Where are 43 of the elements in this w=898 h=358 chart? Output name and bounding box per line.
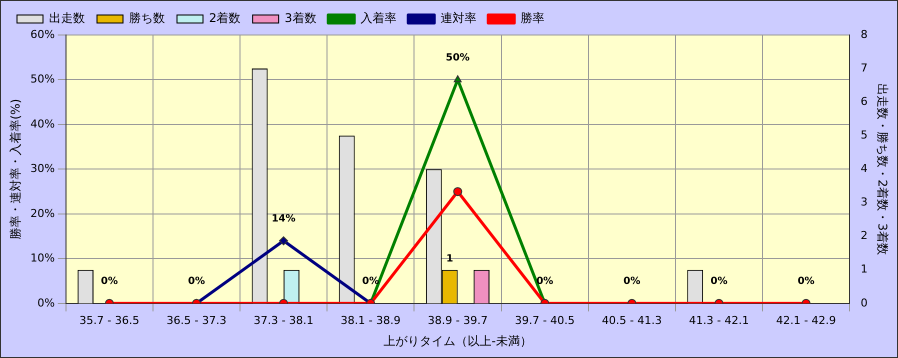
data-label: 0% (798, 276, 815, 287)
x-tick-label: 35.7 - 36.5 (79, 314, 140, 327)
x-tick-label: 38.9 - 39.7 (428, 314, 488, 327)
y2-tick-label: 3 (860, 196, 868, 209)
y-tick-label: 10% (30, 252, 55, 265)
x-tick-label: 42.1 - 42.9 (776, 314, 836, 327)
x-tick-label: 41.3 - 42.1 (689, 314, 749, 327)
legend-label: 連対率 (440, 11, 476, 26)
y2-tick-label: 8 (860, 28, 868, 41)
y-axis-title: 勝率・連対率・入着率(%) (8, 98, 22, 240)
x-tick-label: 39.7 - 40.5 (514, 314, 575, 327)
x-tick-label: 38.1 - 38.9 (340, 314, 401, 327)
y2-tick-label: 6 (860, 94, 868, 108)
y2-tick-label: 0 (860, 296, 868, 310)
x-tick-label: 36.5 - 37.3 (166, 314, 226, 327)
x-tick-label: 37.3 - 38.1 (254, 314, 314, 327)
x-tick-label: 40.5 - 41.3 (602, 314, 662, 327)
data-label: 0% (100, 276, 118, 287)
y2-tick-label: 4 (860, 162, 868, 176)
data-label: 14% (272, 213, 296, 224)
y-tick-label: 30% (30, 162, 55, 176)
y2-tick-label: 7 (860, 61, 868, 74)
y2-tick-label: 5 (860, 128, 868, 142)
legend-label: 勝率 (520, 11, 544, 26)
legend-label: 出走数 (49, 11, 85, 26)
y2-axis-title: 出走数・勝ち数・2着数・3着数 (876, 84, 890, 255)
legend-label: 2着数 (209, 11, 241, 26)
data-label: 50% (446, 52, 470, 64)
legend-label: 3着数 (284, 11, 316, 26)
x-axis-title: 上がりタイム（以上-未満） (384, 334, 532, 348)
y-tick-label: 60% (30, 28, 55, 41)
data-label: 1 (446, 253, 454, 264)
data-label: 0% (710, 276, 728, 287)
data-label: 0% (188, 276, 205, 287)
y-tick-label: 20% (30, 206, 55, 220)
y2-tick-label: 1 (860, 262, 868, 276)
legend-label: 入着率 (360, 11, 396, 26)
legend-label: 勝ち数 (129, 11, 165, 26)
y-tick-label: 50% (30, 72, 55, 86)
y2-tick-label: 2 (860, 229, 868, 242)
y-tick-label: 0% (37, 296, 55, 310)
y-tick-label: 40% (30, 117, 55, 130)
data-label: 0% (623, 276, 640, 287)
